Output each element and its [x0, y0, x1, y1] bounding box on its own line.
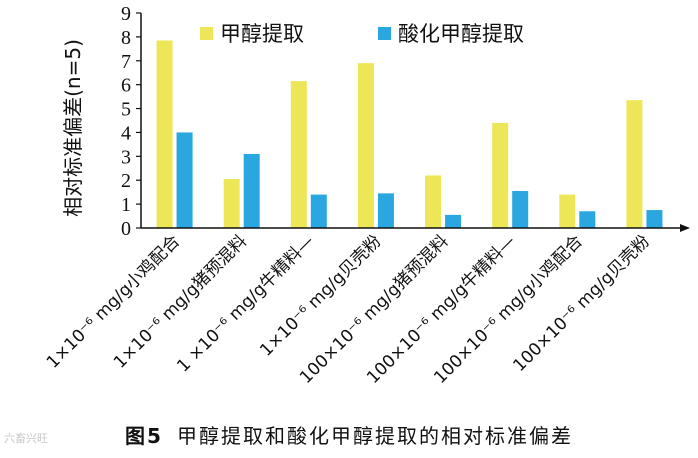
- bar-methanol: [425, 175, 442, 228]
- y-axis-label: 相对标准偏差(n=5): [61, 39, 85, 217]
- x-tick-label: 1 ×10⁻⁶ mg/g牛精料—: [173, 231, 318, 376]
- y-tick-label: 9: [121, 3, 131, 25]
- bar-methanol: [223, 179, 240, 228]
- legend-swatch: [378, 27, 391, 40]
- y-tick-label: 4: [121, 122, 131, 144]
- bars: [156, 40, 663, 228]
- legend: 甲醇提取 酸化甲醇提取: [200, 22, 524, 46]
- y-tick-label: 3: [121, 146, 131, 168]
- bar-acidified-methanol: [646, 210, 663, 228]
- bar-methanol: [626, 100, 643, 228]
- bar-methanol: [559, 194, 576, 228]
- bar-acidified-methanol: [512, 190, 529, 228]
- x-tick-label: 1×10⁻⁶ mg/g小鸡配合: [43, 231, 184, 372]
- x-tick-label: 1×10⁻⁶ mg/g猪预混料: [110, 231, 251, 372]
- y-tick-label: 8: [121, 27, 131, 49]
- y-tick-label: 7: [121, 51, 131, 73]
- bar-acidified-methanol: [377, 193, 394, 228]
- bar-methanol: [290, 81, 307, 228]
- legend-label: 甲醇提取: [220, 22, 304, 46]
- legend-swatch: [200, 27, 213, 40]
- figure-number: 图5: [125, 424, 163, 448]
- y-tick-label: 1: [121, 194, 131, 216]
- bar-acidified-methanol: [445, 214, 462, 228]
- bar-acidified-methanol: [579, 211, 596, 228]
- x-tick-label: 1×10⁻⁶ mg/g贝壳粉: [256, 231, 385, 360]
- bar-methanol: [357, 63, 374, 228]
- y-tick-label: 5: [121, 99, 131, 121]
- bar-acidified-methanol: [176, 132, 193, 228]
- y-tick-label: 2: [121, 170, 131, 192]
- axes: [140, 13, 690, 232]
- bar-methanol: [156, 40, 173, 228]
- x-tick-label: 100×10⁻⁶ mg/g贝壳粉: [509, 231, 654, 376]
- bar-methanol: [492, 122, 509, 228]
- figure-caption: 图5 甲醇提取和酸化甲醇提取的相对标准偏差: [0, 420, 698, 449]
- y-tick-label: 6: [121, 75, 131, 97]
- y-tick-label: 0: [121, 218, 131, 240]
- bar-acidified-methanol: [310, 194, 327, 228]
- figure-caption-text: 甲醇提取和酸化甲醇提取的相对标准偏差: [176, 424, 573, 448]
- watermark: 六畜兴旺: [4, 432, 48, 445]
- bar-acidified-methanol: [243, 153, 260, 228]
- legend-label: 酸化甲醇提取: [398, 22, 524, 46]
- x-axis-arrow: [680, 224, 690, 232]
